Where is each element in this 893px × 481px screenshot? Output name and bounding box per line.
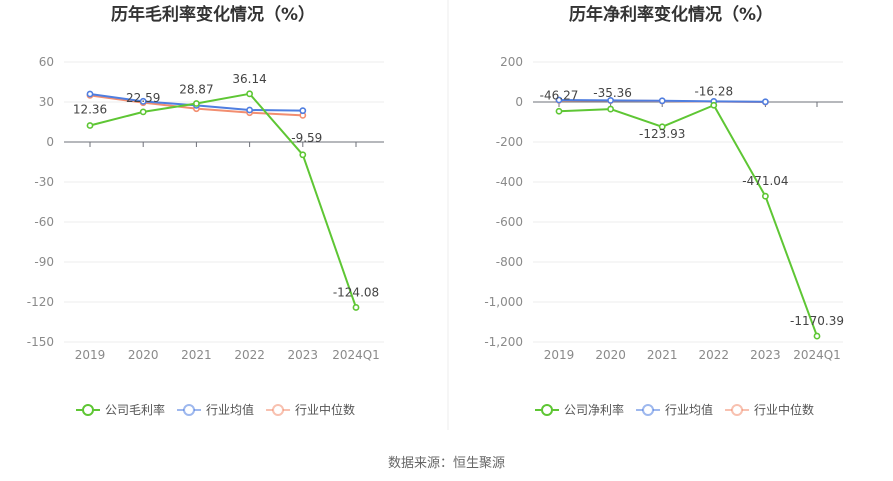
gross-data-point (352, 304, 360, 311)
gross-y-tick-label: -90 (34, 255, 54, 269)
gross-y-tick-label: -30 (34, 175, 54, 189)
net-data-label: -1170.39 (790, 314, 844, 328)
net-legend-swatch-marker (541, 404, 553, 416)
gross-margin-chart: 历年毛利率变化情况（%） 60 30 0 -30 -60 -90 -120 -150 2019 20… (27, 4, 384, 417)
net-data-label: -35.36 (593, 86, 632, 100)
net-data-point (762, 192, 769, 200)
gross-legend-swatch-marker (82, 404, 94, 416)
gross-x-tick-label: 2023 (288, 348, 319, 362)
gross-legend-swatch-marker (183, 404, 196, 416)
net-y-tick-label: -800 (496, 255, 523, 269)
data-source-note: 数据来源：恒生聚源 (387, 456, 505, 471)
gross-data-point (299, 151, 307, 159)
gross-y-tick-label: -120 (27, 295, 54, 309)
gross-data-label: 28.87 (179, 83, 213, 97)
net-data-point (555, 107, 563, 115)
gross-legend-label: 行业均值 (206, 402, 254, 417)
net-data-point (762, 98, 769, 106)
gross-y-tick-label: 30 (39, 95, 54, 109)
gross-series-line-0 (89, 92, 357, 308)
gross-data-point (86, 90, 94, 98)
gross-y-tick-label: -60 (34, 215, 54, 229)
net-x-tick-label: 2023 (750, 348, 781, 362)
gross-data-point (139, 97, 147, 105)
net-y-tick-label: -1,000 (484, 295, 523, 309)
net-data-point (813, 332, 821, 340)
net-data-point (607, 105, 614, 113)
net-legend-label: 公司净利率 (564, 402, 624, 417)
gross-data-label: 12.36 (73, 103, 107, 117)
net-data-point (555, 96, 563, 104)
gross-data-point (139, 108, 147, 116)
gross-data-label: 22.59 (126, 91, 160, 105)
net-data-label: -16.28 (694, 84, 733, 98)
net-x-tick-label: 2024Q1 (793, 348, 841, 362)
net-data-label: -123.93 (639, 127, 685, 141)
net-y-tick-label: -1,200 (484, 335, 523, 349)
net-legend-swatch-marker (642, 404, 655, 416)
net-y-tick-label: -600 (496, 215, 523, 229)
gross-chart-title: 历年毛利率变化情况（%） (111, 4, 315, 25)
gross-y-tick-label: 60 (39, 55, 54, 69)
gross-data-label: 36.14 (232, 72, 266, 86)
gross-x-tick-label: 2022 (234, 348, 265, 362)
gross-x-tick-label: 2024Q1 (332, 348, 380, 362)
gross-data-point (246, 106, 253, 114)
gross-legend-label: 行业中位数 (295, 402, 355, 417)
net-y-tick-label: -400 (496, 175, 523, 189)
gross-x-tick-label: 2020 (128, 348, 159, 362)
net-legend-label: 行业中位数 (754, 402, 814, 417)
net-x-tick-label: 2022 (699, 348, 730, 362)
net-x-tick-label: 2020 (595, 348, 626, 362)
net-y-tick-label: 0 (515, 95, 523, 109)
net-chart-title: 历年净利率变化情况（%） (569, 4, 773, 25)
gross-data-point (86, 122, 94, 129)
net-legend-label: 行业均值 (665, 402, 713, 417)
gross-data-label: -9.59 (291, 131, 322, 145)
gross-data-point (246, 90, 253, 98)
net-data-point (710, 101, 718, 109)
gross-legend-label: 公司毛利率 (105, 402, 165, 417)
net-x-tick-label: 2019 (544, 348, 575, 362)
net-margin-chart: 历年净利率变化情况（%） 200 0 -200 -400 -600 -800 -1,000 -1… (484, 4, 844, 417)
net-data-point (658, 123, 666, 131)
net-data-point (658, 97, 666, 105)
gross-x-tick-label: 2021 (181, 348, 212, 362)
net-legend-swatch-marker (731, 404, 744, 416)
gross-x-tick-label: 2019 (75, 348, 106, 362)
gross-data-point (192, 100, 200, 107)
gross-data-point (299, 107, 307, 115)
gross-legend-swatch-marker (272, 404, 285, 416)
gross-y-tick-label: 0 (46, 135, 54, 149)
net-y-tick-label: -200 (496, 135, 523, 149)
net-data-point (607, 97, 614, 104)
gross-y-tick-label: -150 (27, 335, 54, 349)
net-data-label: -46.27 (540, 88, 579, 102)
net-y-tick-label: 200 (500, 55, 523, 69)
net-series-line-0 (558, 104, 818, 337)
net-x-tick-label: 2021 (647, 348, 678, 362)
gross-data-label: -124.08 (333, 285, 379, 299)
net-data-label: -471.04 (742, 174, 788, 188)
